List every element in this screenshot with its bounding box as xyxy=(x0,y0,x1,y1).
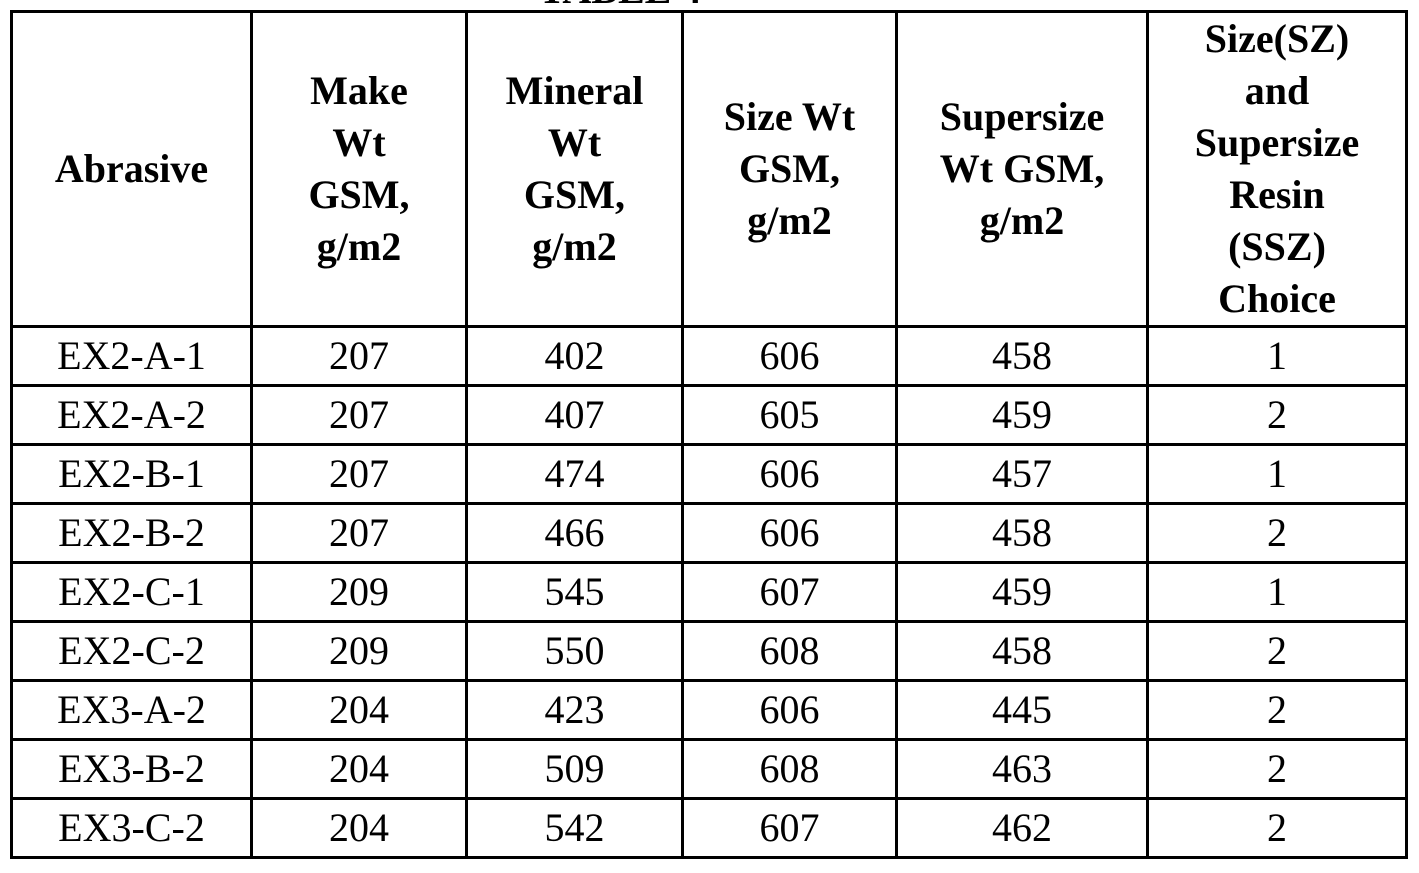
cell-make-wt: 204 xyxy=(250,797,468,859)
cell-make-wt: 207 xyxy=(250,443,468,505)
cell-abrasive: EX2-B-1 xyxy=(10,443,253,505)
cell-abrasive: EX2-C-1 xyxy=(10,561,253,623)
cell-resin-choice: 1 xyxy=(1146,325,1408,387)
cell-resin-choice: 1 xyxy=(1146,561,1408,623)
header-row: Abrasive Make Wt GSM, g/m2 Mineral Wt GS… xyxy=(10,10,1408,328)
cell-make-wt: 207 xyxy=(250,384,468,446)
cell-make-wt: 207 xyxy=(250,325,468,387)
cell-mineral-wt: 402 xyxy=(465,325,684,387)
cell-resin-choice: 2 xyxy=(1146,738,1408,800)
cell-size-wt: 606 xyxy=(681,502,898,564)
header-resin-choice: Size(SZ) and Supersize Resin (SSZ) Choic… xyxy=(1146,10,1408,328)
cell-mineral-wt: 542 xyxy=(465,797,684,859)
cell-abrasive: EX2-C-2 xyxy=(10,620,253,682)
cell-supersize-wt: 445 xyxy=(895,679,1149,741)
header-make-wt: Make Wt GSM, g/m2 xyxy=(250,10,468,328)
cell-size-wt: 606 xyxy=(681,679,898,741)
table-row: EX2-A-1 207 402 606 458 1 xyxy=(10,325,1408,387)
cell-size-wt: 605 xyxy=(681,384,898,446)
table-row: EX2-C-2 209 550 608 458 2 xyxy=(10,620,1408,682)
cell-size-wt: 606 xyxy=(681,325,898,387)
header-abrasive: Abrasive xyxy=(10,10,253,328)
cell-mineral-wt: 423 xyxy=(465,679,684,741)
table-caption: TABLE 4 xyxy=(490,0,750,8)
cell-supersize-wt: 458 xyxy=(895,620,1149,682)
cell-mineral-wt: 474 xyxy=(465,443,684,505)
cell-size-wt: 606 xyxy=(681,443,898,505)
cell-supersize-wt: 459 xyxy=(895,384,1149,446)
header-supersize-wt: Supersize Wt GSM, g/m2 xyxy=(895,10,1149,328)
cell-resin-choice: 2 xyxy=(1146,384,1408,446)
cell-abrasive: EX2-A-1 xyxy=(10,325,253,387)
table-row: EX2-B-1 207 474 606 457 1 xyxy=(10,443,1408,505)
cell-abrasive: EX3-C-2 xyxy=(10,797,253,859)
cell-resin-choice: 1 xyxy=(1146,443,1408,505)
cell-resin-choice: 2 xyxy=(1146,620,1408,682)
cell-supersize-wt: 458 xyxy=(895,325,1149,387)
cell-supersize-wt: 462 xyxy=(895,797,1149,859)
cell-supersize-wt: 463 xyxy=(895,738,1149,800)
table-row: EX3-B-2 204 509 608 463 2 xyxy=(10,738,1408,800)
cell-make-wt: 204 xyxy=(250,679,468,741)
table-row: EX2-C-1 209 545 607 459 1 xyxy=(10,561,1408,623)
cell-mineral-wt: 509 xyxy=(465,738,684,800)
cell-resin-choice: 2 xyxy=(1146,502,1408,564)
cell-mineral-wt: 466 xyxy=(465,502,684,564)
cell-supersize-wt: 459 xyxy=(895,561,1149,623)
cell-make-wt: 209 xyxy=(250,561,468,623)
cell-size-wt: 607 xyxy=(681,561,898,623)
cell-abrasive: EX3-B-2 xyxy=(10,738,253,800)
cell-make-wt: 207 xyxy=(250,502,468,564)
cell-make-wt: 209 xyxy=(250,620,468,682)
cell-supersize-wt: 458 xyxy=(895,502,1149,564)
cell-size-wt: 608 xyxy=(681,738,898,800)
cell-make-wt: 204 xyxy=(250,738,468,800)
cell-abrasive: EX2-A-2 xyxy=(10,384,253,446)
cell-abrasive: EX2-B-2 xyxy=(10,502,253,564)
table-row: EX2-A-2 207 407 605 459 2 xyxy=(10,384,1408,446)
cell-size-wt: 607 xyxy=(681,797,898,859)
header-mineral-wt: Mineral Wt GSM, g/m2 xyxy=(465,10,684,328)
data-table: Abrasive Make Wt GSM, g/m2 Mineral Wt GS… xyxy=(10,10,1408,859)
cell-mineral-wt: 407 xyxy=(465,384,684,446)
header-size-wt: Size Wt GSM, g/m2 xyxy=(681,10,898,328)
cell-supersize-wt: 457 xyxy=(895,443,1149,505)
cell-abrasive: EX3-A-2 xyxy=(10,679,253,741)
table-row: EX3-C-2 204 542 607 462 2 xyxy=(10,797,1408,859)
table-row: EX3-A-2 204 423 606 445 2 xyxy=(10,679,1408,741)
cell-size-wt: 608 xyxy=(681,620,898,682)
cell-mineral-wt: 545 xyxy=(465,561,684,623)
cell-resin-choice: 2 xyxy=(1146,797,1408,859)
cell-resin-choice: 2 xyxy=(1146,679,1408,741)
cell-mineral-wt: 550 xyxy=(465,620,684,682)
table-row: EX2-B-2 207 466 606 458 2 xyxy=(10,502,1408,564)
